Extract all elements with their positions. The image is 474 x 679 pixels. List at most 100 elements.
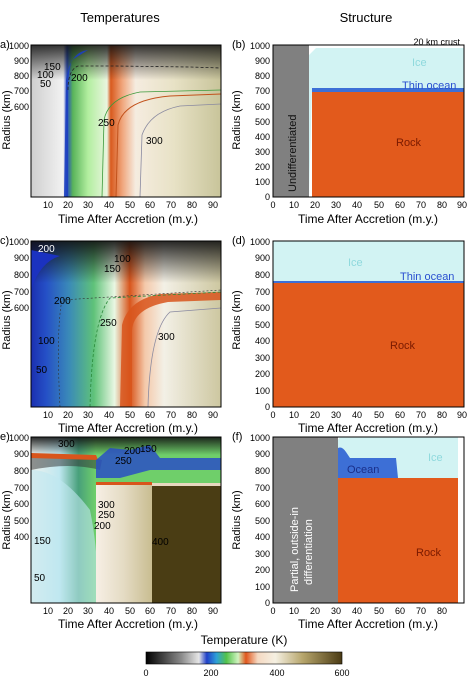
- tick: 1000: [250, 41, 270, 51]
- tick: 40: [104, 200, 114, 210]
- tick: 70: [416, 606, 426, 616]
- y-axis-label: Radius (km): [231, 490, 243, 549]
- region-rock-label: Rock: [396, 137, 422, 149]
- y-axis-label: Radius (km): [1, 290, 13, 349]
- tick: 400: [255, 132, 270, 142]
- region-crust-label: 20 km crust: [413, 37, 460, 47]
- region-rock-label: Rock: [416, 547, 442, 559]
- colorbar: Temperature (K) 0 200 400 600: [143, 633, 349, 678]
- x-ticks: 0 10 20 30 40 50 60 70 80: [270, 606, 447, 616]
- tick: 10: [43, 410, 53, 420]
- contour-label: 400: [152, 537, 169, 548]
- column-title-temperatures: Temperatures: [80, 10, 160, 25]
- contour-label: 100: [114, 254, 131, 265]
- tick: 20: [63, 200, 73, 210]
- tick: 30: [83, 606, 93, 616]
- contour-label: 50: [40, 79, 52, 90]
- contour-label: 250: [98, 510, 115, 521]
- region-ocean-label: Ocean: [347, 464, 379, 476]
- contour-label: 300: [146, 136, 163, 147]
- tick: 40: [104, 410, 114, 420]
- contour-label: 250: [115, 456, 132, 467]
- tick: 0: [270, 410, 275, 420]
- panel-label-d: (d): [232, 235, 245, 247]
- tick: 1000: [250, 237, 270, 247]
- tick: 200: [255, 565, 270, 575]
- tick: 600: [255, 102, 270, 112]
- tick: 80: [187, 410, 197, 420]
- tick: 10: [289, 410, 299, 420]
- tick: 500: [14, 516, 29, 526]
- tick: 20: [310, 410, 320, 420]
- tick: 0: [265, 402, 270, 412]
- tick: 600: [255, 499, 270, 509]
- tick: 70: [416, 410, 426, 420]
- contour-label: 50: [36, 365, 48, 376]
- tick: 90: [457, 200, 467, 210]
- panel-f: (f) Ice Ocean Rock Partial, outside-in d…: [231, 431, 465, 631]
- x-axis-label: Time After Accretion (m.y.): [58, 421, 198, 435]
- tick: 1000: [9, 433, 29, 443]
- contour-label: 50: [34, 573, 46, 584]
- tick: 50: [125, 200, 135, 210]
- panel-label-c: c): [0, 235, 9, 247]
- tick: 600: [255, 303, 270, 313]
- tick: 900: [255, 56, 270, 66]
- y-ticks: 1000 900 800 700 600 500 400 300 200 100…: [250, 41, 270, 202]
- tick: 400: [14, 532, 29, 542]
- tick: 100: [255, 177, 270, 187]
- tick: 80: [437, 200, 447, 210]
- tick: 800: [255, 270, 270, 280]
- tick: 800: [255, 71, 270, 81]
- colorbar-title: Temperature (K): [201, 633, 288, 647]
- tick: 40: [352, 410, 362, 420]
- contour-label: 200: [38, 244, 55, 255]
- tick: 400: [255, 336, 270, 346]
- panel-label-e: e): [0, 431, 10, 443]
- contour-label: 200: [94, 521, 111, 532]
- tick: 70: [416, 200, 426, 210]
- tick: 300: [255, 147, 270, 157]
- tick: 800: [255, 466, 270, 476]
- tick: 800: [14, 270, 29, 280]
- tick: 40: [352, 200, 362, 210]
- contour-label: 300: [98, 500, 115, 511]
- tick: 20: [63, 606, 73, 616]
- tick: 40: [104, 606, 114, 616]
- contour-label: 150: [104, 264, 121, 275]
- tick: 500: [255, 117, 270, 127]
- y-axis-label: Radius (km): [231, 90, 243, 149]
- tick: 40: [352, 606, 362, 616]
- panel-label-a: a): [0, 39, 10, 51]
- tick: 50: [374, 410, 384, 420]
- region-ice-label: Ice: [412, 57, 427, 69]
- tick: 60: [395, 410, 405, 420]
- x-ticks: 10 20 30 40 50 60 70 80 90: [43, 606, 218, 616]
- tick: 30: [83, 410, 93, 420]
- x-ticks: 0 10 20 30 40 50 60 70 80 90: [270, 410, 467, 420]
- tick: 10: [289, 200, 299, 210]
- tick: 90: [208, 410, 218, 420]
- tick: 700: [255, 287, 270, 297]
- tick: 600: [14, 303, 29, 313]
- tick: 300: [255, 353, 270, 363]
- tick: 800: [14, 466, 29, 476]
- y-ticks: 1000 900 800 700 600 500 400 300 200 100…: [250, 237, 270, 412]
- contour-label: 250: [98, 118, 115, 129]
- tick: 90: [457, 410, 467, 420]
- contour-label: 100: [38, 336, 55, 347]
- tick: 50: [125, 410, 135, 420]
- tick: 30: [83, 200, 93, 210]
- tick: 70: [166, 606, 176, 616]
- tick: 200: [255, 369, 270, 379]
- y-ticks: 1000 900 800 700 600 500 400: [9, 433, 29, 542]
- tick: 60: [145, 200, 155, 210]
- tick: 70: [166, 200, 176, 210]
- x-axis-label: Time After Accretion (m.y.): [58, 617, 198, 631]
- colorbar-tick: 200: [203, 668, 218, 678]
- contour-label: 100: [37, 70, 54, 81]
- tick: 500: [255, 516, 270, 526]
- contour-label: 250: [100, 318, 117, 329]
- tick: 700: [14, 287, 29, 297]
